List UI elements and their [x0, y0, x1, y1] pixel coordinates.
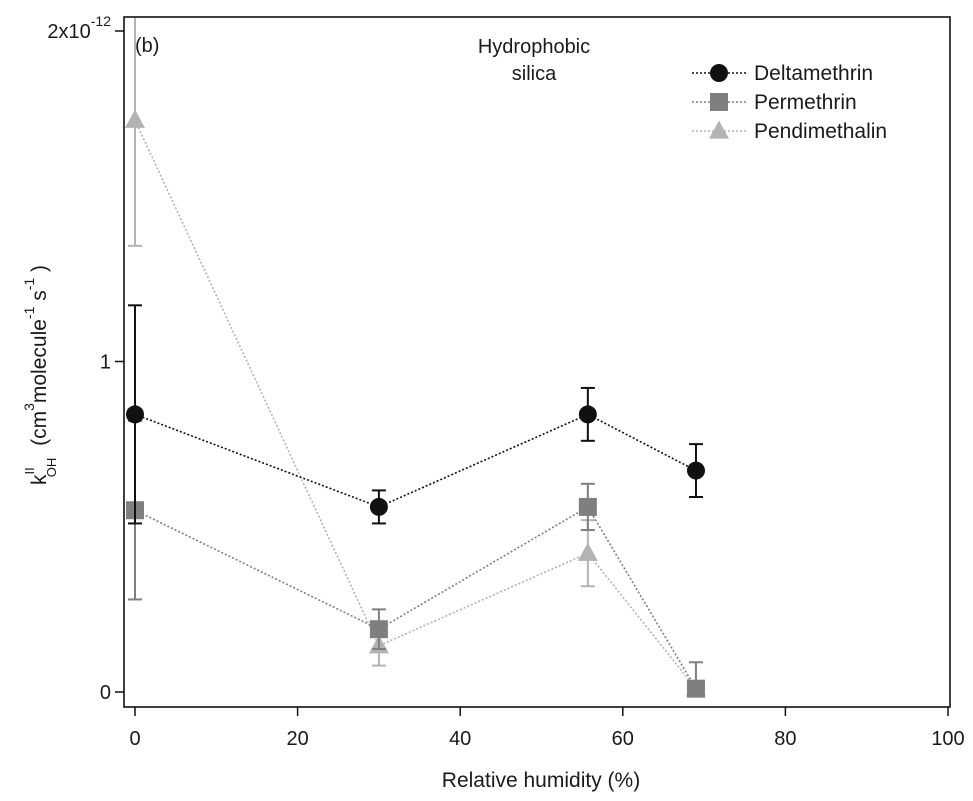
legend-marker: [709, 120, 729, 139]
data-point: [578, 405, 597, 424]
legend-label: Deltamethrin: [754, 62, 873, 85]
y-axis-title-units: molecule: [28, 319, 51, 403]
y-axis-title: kII OH (cm3molecule-1 s-1 ): [21, 265, 59, 485]
series-permethrin: [126, 419, 705, 698]
y-axis-title-units: ): [28, 265, 51, 278]
series-line: [134, 505, 697, 690]
y-axis-title-units: -1: [21, 278, 37, 291]
y-tick-exponent: -12: [91, 13, 111, 29]
annotation-line-1: Hydrophobic: [478, 36, 590, 58]
data-point: [578, 497, 597, 516]
y-tick-label: 2x10-12: [47, 13, 111, 43]
plot-area: [125, 18, 706, 698]
y-axis-title-main: k: [28, 474, 51, 485]
x-tick-label: 100: [931, 728, 964, 750]
y-axis-title-units: -1: [21, 306, 37, 319]
x-tick-label: 40: [449, 728, 471, 750]
series-pendimethalin: [125, 18, 706, 697]
data-point: [126, 405, 144, 424]
data-point: [369, 620, 388, 639]
series-line: [134, 119, 697, 690]
legend-label: Permethrin: [754, 91, 857, 114]
annotation-line-2: silica: [512, 63, 557, 85]
y-axis-title-sup: II: [22, 467, 37, 474]
panel-label: (b): [135, 35, 159, 57]
legend-label: Pendimethalin: [754, 120, 887, 143]
series-line: [134, 413, 697, 508]
legend-marker: [710, 93, 728, 111]
y-axis-title-units: (cm: [28, 411, 51, 452]
data-point: [125, 109, 145, 128]
data-point: [369, 497, 388, 516]
series-deltamethrin: [126, 304, 705, 525]
data-point: [686, 679, 705, 698]
y-tick-label: 0: [100, 682, 111, 704]
y-axis-title-sub: OH: [44, 458, 59, 478]
legend-marker: [710, 64, 728, 82]
y-axis-title-units: s: [28, 290, 51, 306]
x-axis-title: Relative humidity (%): [442, 769, 640, 792]
x-tick-label: 0: [129, 728, 140, 750]
legend: Deltamethrin Permethrin Pendimethalin: [692, 62, 887, 143]
data-point: [686, 461, 705, 480]
data-point: [577, 542, 598, 561]
x-tick-label: 80: [774, 728, 796, 750]
y-tick-label: 1: [100, 352, 111, 374]
x-tick-label: 60: [612, 728, 634, 750]
y-axis-title-units: 3: [21, 403, 37, 411]
x-tick-label: 20: [286, 728, 308, 750]
